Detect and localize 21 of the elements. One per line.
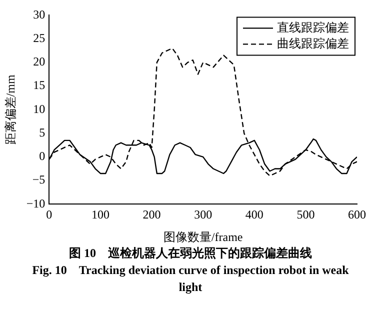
y-tick-label: 20 <box>33 54 46 69</box>
y-tick-label: 25 <box>33 30 46 45</box>
y-tick-label: 15 <box>33 78 46 92</box>
y-tick-label: 0 <box>39 149 46 164</box>
legend-label: 直线跟踪偏差 <box>277 20 349 34</box>
x-tick-label: 100 <box>91 208 110 222</box>
x-tick-label: 600 <box>348 208 366 222</box>
x-tick-label: 400 <box>245 208 264 222</box>
caption: 图 10 巡检机器人在弱光照下的跟踪偏差曲线 <box>68 245 313 262</box>
x-tick-label: 200 <box>142 208 161 222</box>
y-tick-label: 30 <box>33 7 46 22</box>
y-axis-title: 距离偏差/mm <box>3 74 18 145</box>
y-tick-label: −5 <box>32 172 46 187</box>
y-tick-label: 10 <box>33 102 46 116</box>
x-axis-title: 图像数量/frame <box>163 230 243 244</box>
legend-label: 曲线跟踪偏差 <box>277 36 349 50</box>
caption: Fig. 10 Tracking deviation curve of inspection robot in weak light <box>31 262 350 296</box>
x-tick-label: 300 <box>194 208 212 222</box>
y-tick-label: −10 <box>26 196 46 210</box>
y-tick-label: 5 <box>39 125 46 140</box>
x-tick-label: 500 <box>296 208 315 222</box>
